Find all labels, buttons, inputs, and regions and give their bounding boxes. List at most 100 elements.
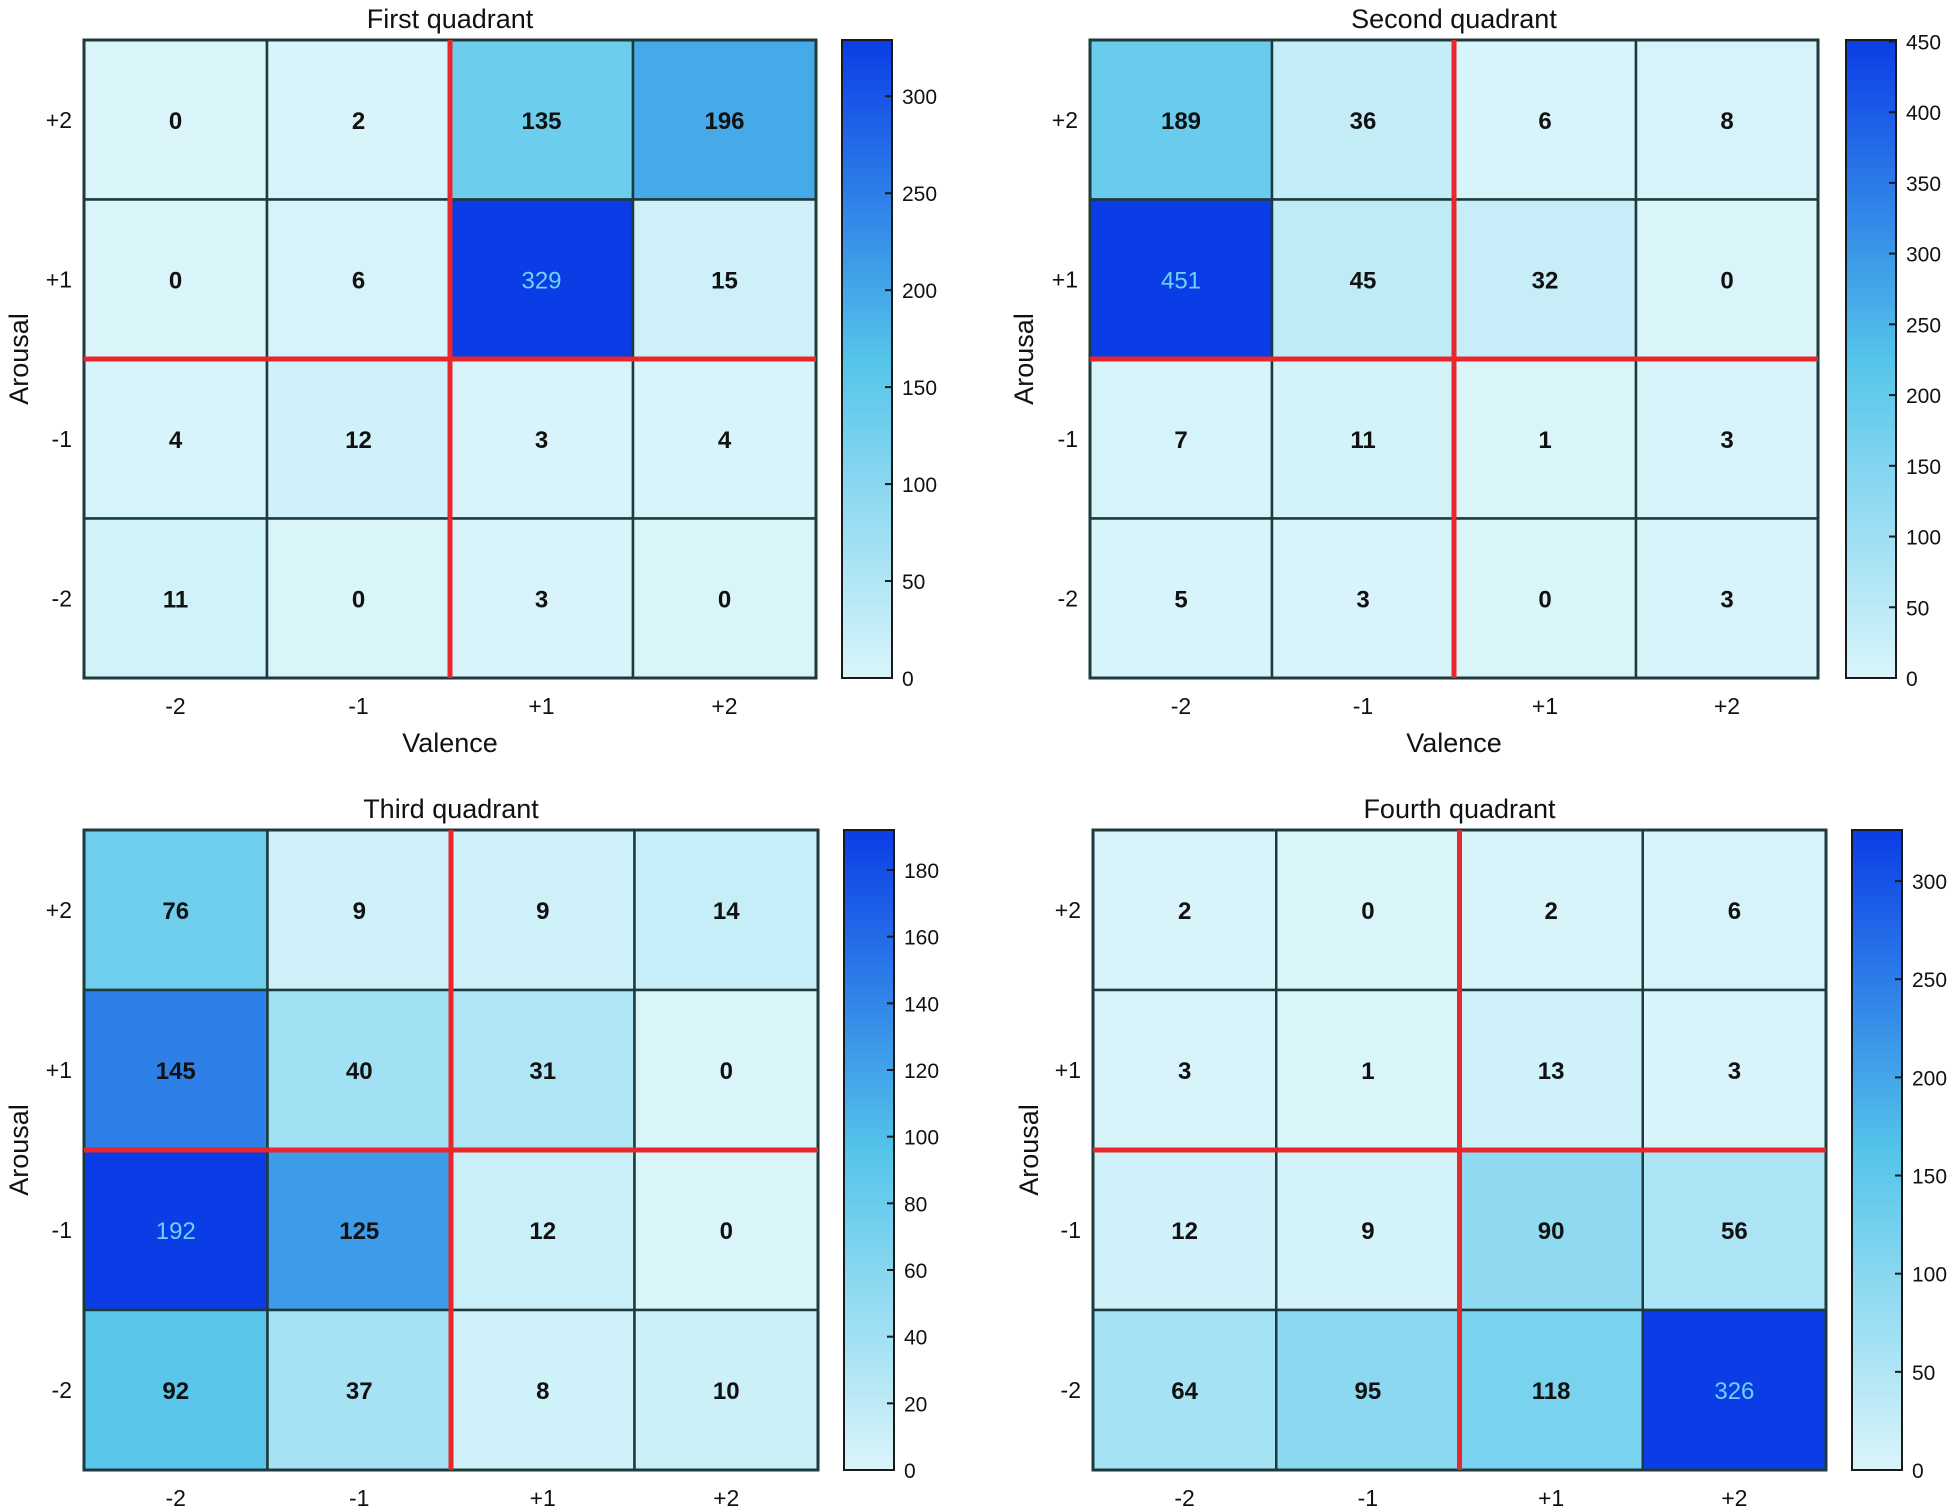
cell-value-label: 125 <box>339 1218 379 1245</box>
y-tick-label: +1 <box>46 1057 72 1083</box>
y-tick-label: -2 <box>1061 1377 1081 1403</box>
cell-value-label: 92 <box>162 1378 189 1405</box>
heatmap-panel-1: First quadrant 0 2 135 196 0 6 329 15 4 12 3 4 11 0 3 0 +… <box>4 4 937 758</box>
cell-value-label: 3 <box>1720 427 1733 454</box>
heatmap-cell <box>631 38 818 201</box>
cell-value-label: 14 <box>713 898 740 925</box>
cell-value-label: 6 <box>1538 108 1551 135</box>
x-tick-label: +1 <box>1538 1485 1564 1510</box>
y-tick-label: +2 <box>46 107 72 133</box>
cell-value-label: 326 <box>1714 1378 1754 1405</box>
x-tick-label: -1 <box>349 1485 369 1510</box>
x-tick-label: -2 <box>166 1485 186 1510</box>
y-tick-label: +2 <box>46 897 72 923</box>
y-tick-label: -2 <box>52 1377 72 1403</box>
heatmap-cell <box>1641 828 1828 992</box>
cell-value-label: 1 <box>1538 427 1551 454</box>
colorbar-tick-label: 0 <box>1906 668 1918 691</box>
cell-value-label: 12 <box>1171 1218 1198 1245</box>
colorbar-tick-label: 80 <box>904 1193 927 1216</box>
heatmap-cell <box>633 1308 820 1472</box>
y-tick-label: -1 <box>1058 426 1078 452</box>
x-tick-label: +1 <box>1532 693 1558 719</box>
colorbar-tick-label: 0 <box>904 1460 916 1483</box>
heatmap-cell <box>1452 357 1638 520</box>
cell-value-label: 451 <box>1161 267 1201 294</box>
x-tick-label: +1 <box>528 693 554 719</box>
heatmap-cell <box>266 1308 453 1472</box>
cell-value-label: 8 <box>1720 108 1733 135</box>
cell-value-label: 3 <box>1720 586 1733 613</box>
cell-value-label: 12 <box>529 1218 556 1245</box>
chart-title: Second quadrant <box>1351 4 1557 34</box>
heatmap-cell <box>1270 198 1456 361</box>
cell-value-label: 64 <box>1171 1378 1198 1405</box>
heatmap-panel-4: Fourth quadrant 2 0 2 6 3 1 13 3 12 9 90 56 64 95 118 32… <box>1014 794 1947 1510</box>
cell-value-label: 135 <box>521 108 561 135</box>
cell-value-label: 11 <box>1350 427 1375 454</box>
x-axis-label: Valence <box>402 728 498 758</box>
cell-value-label: 5 <box>1174 586 1187 613</box>
heatmap-cell <box>265 517 452 680</box>
heatmap-cell <box>1091 988 1278 1152</box>
cell-value-label: 90 <box>1538 1218 1565 1245</box>
cell-value-label: 0 <box>1361 898 1374 925</box>
colorbar-tick-label: 300 <box>902 86 937 109</box>
cell-value-label: 4 <box>169 427 183 454</box>
heatmap-cell <box>449 1148 636 1312</box>
colorbar-tick-label: 140 <box>904 993 939 1016</box>
heatmap-cell <box>1458 1308 1644 1472</box>
colorbar-tick-label: 100 <box>902 474 937 497</box>
colorbar-tick-label: 60 <box>904 1260 927 1283</box>
y-tick-label: -1 <box>1061 1217 1081 1243</box>
heatmap-cell <box>1641 988 1828 1152</box>
y-tick-label: +1 <box>1055 1057 1081 1083</box>
heatmap-cell <box>631 198 818 361</box>
cell-value-label: 3 <box>1178 1058 1191 1085</box>
cell-value-label: 32 <box>1532 267 1559 294</box>
colorbar-tick-label: 150 <box>1906 456 1941 479</box>
colorbar-tick-label: 120 <box>904 1060 939 1083</box>
heatmap-cell <box>265 38 452 201</box>
cell-value-label: 31 <box>529 1058 556 1085</box>
heatmap-cell <box>1091 1308 1278 1472</box>
cell-value-label: 40 <box>346 1058 373 1085</box>
cell-value-label: 36 <box>1350 108 1377 135</box>
colorbar-tick-label: 0 <box>902 668 914 691</box>
cell-value-label: 4 <box>718 427 732 454</box>
cell-value-label: 12 <box>345 427 372 454</box>
cell-value-label: 0 <box>718 586 731 613</box>
cell-value-label: 0 <box>720 1218 733 1245</box>
cell-value-label: 329 <box>521 267 561 294</box>
heatmap-cell <box>82 828 269 992</box>
colorbar-tick-label: 180 <box>904 860 939 883</box>
heatmap-cell <box>1088 517 1274 680</box>
cell-value-label: 0 <box>1720 267 1733 294</box>
heatmap-cell <box>1088 357 1274 520</box>
colorbar-tick-label: 100 <box>904 1127 939 1150</box>
x-tick-label: +1 <box>530 1485 556 1510</box>
cell-value-label: 10 <box>713 1378 740 1405</box>
cell-value-label: 9 <box>1361 1218 1374 1245</box>
x-tick-label: -1 <box>1358 1485 1378 1510</box>
heatmap-cell <box>82 1148 269 1312</box>
cell-value-label: 0 <box>352 586 365 613</box>
colorbar-tick-label: 300 <box>1912 871 1947 894</box>
cell-value-label: 145 <box>156 1058 196 1085</box>
cell-value-label: 2 <box>1544 898 1557 925</box>
colorbar-tick-label: 200 <box>902 280 937 303</box>
colorbar-tick-label: 50 <box>1912 1362 1935 1385</box>
colorbar <box>841 39 893 679</box>
cell-value-label: 192 <box>156 1218 196 1245</box>
chart-title: Third quadrant <box>363 794 539 824</box>
chart-title: Fourth quadrant <box>1363 794 1556 824</box>
cell-value-label: 196 <box>704 108 744 135</box>
cell-value-label: 3 <box>1356 586 1369 613</box>
cell-value-label: 0 <box>169 267 182 294</box>
heatmap-cell <box>1458 988 1644 1152</box>
cell-value-label: 0 <box>720 1058 733 1085</box>
cell-value-label: 2 <box>352 108 365 135</box>
y-tick-label: +2 <box>1052 107 1078 133</box>
colorbar-tick-label: 200 <box>1906 385 1941 408</box>
cell-value-label: 13 <box>1538 1058 1565 1085</box>
